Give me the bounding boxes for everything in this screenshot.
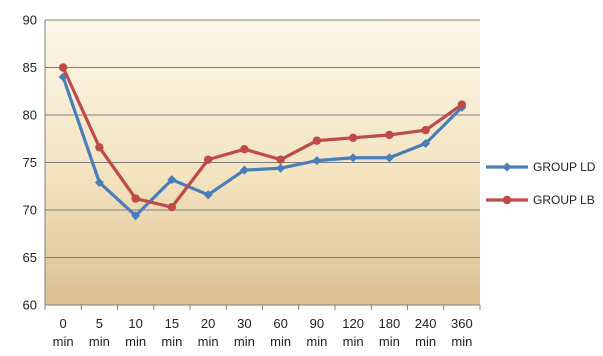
y-tick-label: 75 xyxy=(23,155,37,170)
y-tick-label: 80 xyxy=(23,108,37,123)
x-tick-label-unit: min xyxy=(451,334,472,349)
legend-item: GROUP LD xyxy=(486,160,596,174)
data-point xyxy=(131,211,141,221)
data-point xyxy=(167,175,177,185)
y-tick-label: 85 xyxy=(23,60,37,75)
legend-swatch-marker xyxy=(502,162,512,172)
x-tick-label: 180 xyxy=(379,316,401,331)
x-tick-label-unit: min xyxy=(379,334,400,349)
x-tick-label-unit: min xyxy=(415,334,436,349)
data-point xyxy=(58,63,68,72)
y-axis: 60 65 70 75 80 85 90 xyxy=(23,13,46,313)
x-tick-label-unit: min xyxy=(125,334,146,349)
legend: GROUP LD GROUP LB xyxy=(486,160,596,207)
x-tick-label-unit: min xyxy=(198,334,219,349)
x-tick-label: 10 xyxy=(128,316,142,331)
data-point xyxy=(457,100,467,109)
data-point xyxy=(385,130,394,140)
data-point xyxy=(421,126,430,135)
x-tick-label: 15 xyxy=(165,316,179,331)
x-tick-label-unit: min xyxy=(306,334,327,349)
x-tick-label: 5 xyxy=(96,316,103,331)
x-tick-label: 120 xyxy=(342,316,364,331)
data-point xyxy=(312,136,322,145)
data-point xyxy=(421,139,431,148)
x-tick-label: 60 xyxy=(273,316,287,331)
x-tick-label-unit: min xyxy=(161,334,182,349)
series-layer xyxy=(58,63,467,221)
y-tick-label: 90 xyxy=(23,13,37,28)
x-tick-label: 30 xyxy=(237,316,251,331)
data-point xyxy=(167,202,177,212)
x-tick-label: 360 xyxy=(451,316,473,331)
x-tick-label: 20 xyxy=(201,316,215,331)
legend-label: GROUP LB xyxy=(533,193,595,207)
x-tick-label-unit: min xyxy=(234,334,255,349)
x-axis: 0 min 5 min 10 min 15 min 20 min 30 min 60 min 90 min 12… xyxy=(44,305,481,349)
series-line xyxy=(61,66,463,209)
y-tick-label: 65 xyxy=(23,250,37,265)
y-tick-label: 60 xyxy=(23,298,37,313)
legend-swatch-marker xyxy=(502,195,512,205)
legend-label: GROUP LD xyxy=(533,160,596,174)
data-point xyxy=(348,133,358,142)
data-point xyxy=(276,155,285,164)
data-point xyxy=(239,165,249,175)
data-point xyxy=(384,153,394,163)
x-tick-label-unit: min xyxy=(343,334,364,349)
x-tick-label-unit: min xyxy=(270,334,291,349)
x-tick-label-unit: min xyxy=(53,334,74,349)
data-point xyxy=(240,145,249,154)
data-point xyxy=(348,153,358,163)
y-tick-label: 70 xyxy=(23,203,37,218)
x-tick-label: 0 xyxy=(60,316,67,331)
series-line xyxy=(61,76,464,218)
x-tick-label: 90 xyxy=(310,316,324,331)
x-tick-label-unit: min xyxy=(89,334,110,349)
data-point xyxy=(203,155,213,164)
series-group-ld xyxy=(58,72,467,221)
data-point xyxy=(95,143,104,152)
data-point xyxy=(94,177,104,187)
legend-item: GROUP LB xyxy=(486,193,595,207)
series-group-lb xyxy=(58,63,467,212)
data-point xyxy=(276,163,286,173)
data-point xyxy=(312,156,322,166)
data-point xyxy=(203,190,213,200)
x-tick-label: 240 xyxy=(415,316,437,331)
data-point xyxy=(131,194,140,203)
